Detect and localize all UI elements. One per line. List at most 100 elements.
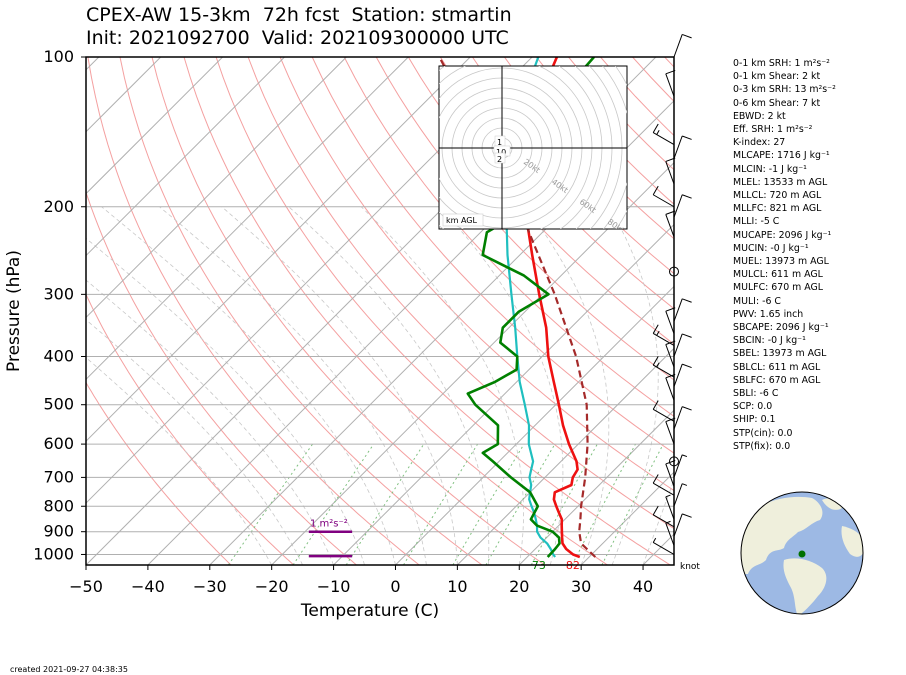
plot-frame [85, 56, 675, 566]
isotherm [86, 57, 471, 442]
pressure-tick-label: 500 [43, 395, 74, 414]
wind-barb-flag [665, 417, 676, 423]
index-row: EBWD: 2 kt [733, 110, 786, 122]
dry-adiabat [471, 57, 674, 275]
index-name: MUCAPE [733, 229, 773, 241]
hodograph-height-label: 2 [497, 155, 502, 164]
index-value: -6 C [759, 388, 779, 399]
hodograph-height-label: 10 [496, 148, 506, 157]
index-name: K-index [733, 137, 768, 149]
index-value: 2 kt [767, 110, 786, 122]
wind-barb-flag [665, 494, 671, 498]
index-name: MLLI [733, 216, 755, 228]
wind-barb [673, 454, 683, 478]
index-row: SBEL: 13973 m AGL [733, 348, 827, 360]
index-value: 0.0 [777, 427, 793, 439]
index-row: MUEL: 13973 m AGL [733, 256, 829, 267]
temperature-tick-label: −40 [131, 577, 165, 596]
wind-barb-flag [682, 483, 688, 486]
index-row: 0-6 km Shear: 7 kt [733, 97, 821, 109]
temperature-tick-label: 40 [633, 577, 653, 596]
index-row: MLCIN: -1 J kg⁻¹ [733, 163, 807, 175]
index-row: 0-1 km Shear: 2 kt [733, 71, 821, 83]
moist-adiabat [439, 206, 564, 565]
index-name: MULFC [733, 282, 766, 294]
index-row: SBLI: -6 C [733, 388, 779, 399]
temperature-tick-label: −10 [317, 577, 351, 596]
pressure-tick-label: 300 [43, 284, 74, 303]
index-value: 670 m AGL [771, 282, 823, 294]
title-line-2: Init: 2021092700 Valid: 202109300000 UTC [86, 27, 509, 49]
wind-barb-flag [682, 363, 692, 369]
index-row: STP(cin): 0.0 [733, 427, 793, 439]
index-value: -6 C [762, 295, 781, 307]
wind-barb-flag [652, 324, 659, 334]
wind-barb-flag [665, 520, 671, 524]
globe-locator [740, 491, 864, 615]
index-value: -0 J kg⁻¹ [770, 242, 809, 254]
index-row: 0-3 km SRH: 13 m²s⁻² [733, 84, 836, 96]
wind-barb [665, 463, 675, 487]
dry-adiabat [151, 57, 546, 565]
isotherm [86, 57, 223, 195]
dry-adiabat [407, 57, 674, 345]
index-row: SBCAPE: 2096 J kg⁻¹ [733, 322, 829, 333]
wind-barb [665, 421, 675, 445]
pressure-tick-label: 900 [43, 522, 74, 541]
index-value: 13973 m AGL [762, 348, 827, 360]
wind-barb-flag [652, 400, 659, 410]
moist-adiabat [86, 319, 303, 565]
wind-barb-flag [682, 333, 692, 338]
isotherm [580, 471, 674, 565]
index-value: 1716 J kg⁻¹ [777, 150, 830, 162]
hodograph-legend-box [442, 213, 484, 227]
index-name: MLLFC [733, 203, 764, 215]
index-value: 0.0 [775, 440, 791, 452]
pressure-tick-label: 800 [43, 496, 74, 515]
index-value: 611 m AGL [771, 269, 823, 281]
temperature-line [518, 57, 581, 559]
index-name: SCP [733, 401, 752, 413]
index-value: 720 m AGL [769, 190, 822, 201]
index-name: 0-1 km SRH [733, 58, 789, 69]
wind-barb-flag [682, 135, 692, 140]
index-row: MLEL: 13533 m AGL [733, 176, 828, 188]
index-row: MULFC: 670 m AGL [733, 282, 823, 294]
hodograph-ring-label: 80kt [606, 217, 626, 235]
index-value: 2 kt [802, 71, 821, 83]
index-value: 0.1 [760, 414, 776, 426]
index-row: STP(fix): 0.0 [733, 440, 791, 452]
wind-barb-flag [665, 210, 676, 215]
wind-barb-flag [682, 33, 692, 39]
wind-barb [652, 132, 675, 146]
equivalent_potential_temperature-line [466, 57, 595, 558]
moist-adiabat [642, 479, 674, 565]
wind-barb-flag [652, 537, 657, 543]
wind-barb-flag [682, 406, 692, 411]
dewpoint-line [502, 57, 556, 558]
pressure-tick-label: 600 [43, 434, 74, 453]
dry-adiabat [86, 293, 295, 565]
wind-barb [665, 496, 675, 520]
isotherm [209, 100, 674, 565]
wind-barb-flag [652, 505, 659, 516]
index-name: MULCL [733, 269, 765, 281]
pressure-tick-label: 100 [43, 47, 74, 66]
profiles [308, 57, 597, 559]
moist-adiabat [101, 206, 396, 565]
wind-barb [652, 542, 675, 555]
dry-adiabat [247, 57, 674, 530]
dry-adiabat [87, 57, 420, 565]
globe-landmass [741, 496, 823, 574]
index-name: MUCIN [733, 242, 765, 254]
moist-adiabat [524, 206, 610, 565]
index-row: SBLCL: 611 m AGL [733, 361, 821, 373]
index-value: 611 m AGL [768, 361, 821, 373]
created-timestamp: created 2021-09-27 04:38:35 [10, 665, 128, 674]
index-row: K-index: 27 [733, 137, 786, 149]
wind-unit-label: knot [680, 562, 700, 572]
moist-adiabat [86, 237, 365, 565]
index-name: MUEL [733, 256, 760, 267]
wind-barb [665, 522, 675, 546]
index-name: SBLFC [733, 374, 763, 386]
